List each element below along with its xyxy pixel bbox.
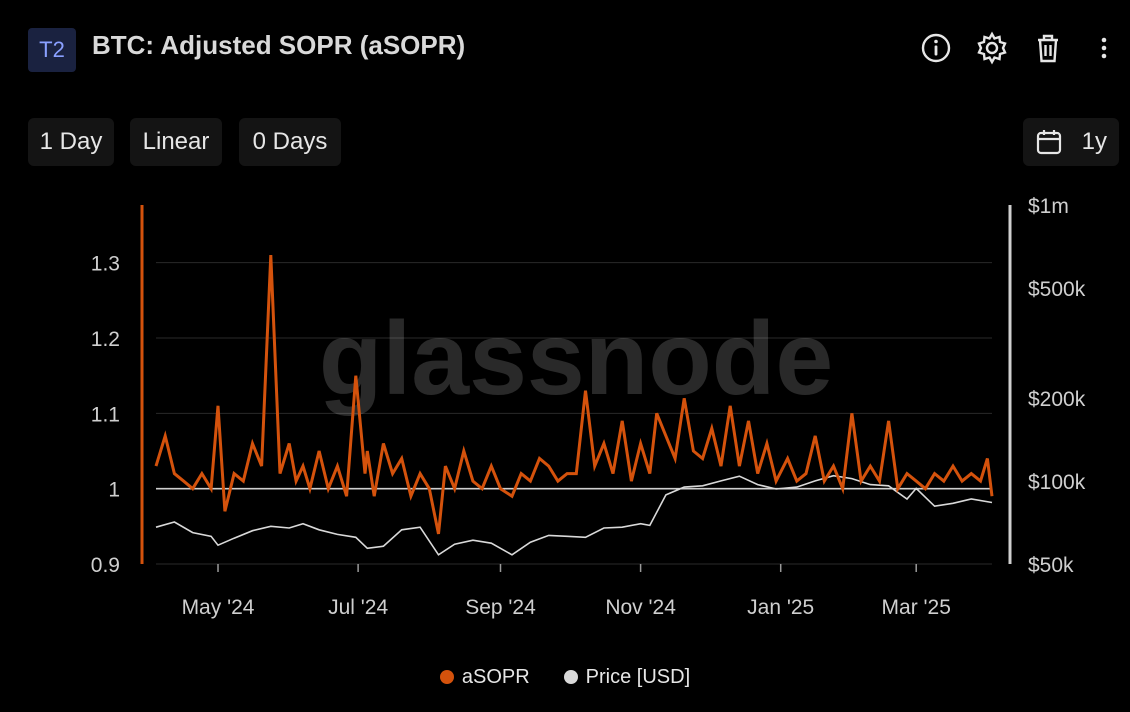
legend-label-price: Price [USD] (585, 665, 691, 688)
asopr-series-line (154, 255, 994, 535)
y-right-tick-label: $1m (1028, 195, 1069, 218)
y-right-tick-label: $100k (1028, 471, 1086, 494)
y-left-tick-label: 1.1 (91, 403, 120, 426)
moving-average-button[interactable]: 0 Days (239, 118, 341, 166)
gear-icon[interactable] (974, 30, 1010, 66)
chart-legend: aSOPR Price [USD] (0, 662, 1130, 692)
y-left-tick-label: 0.9 (91, 554, 120, 577)
x-tick-label: Nov '24 (605, 596, 676, 619)
chart-controls: 1 Day Linear 0 Days 1y (0, 118, 1130, 166)
x-tick-label: May '24 (182, 596, 255, 619)
x-tick-label: Mar '25 (882, 596, 951, 619)
calendar-icon (1035, 128, 1063, 156)
chart-title: BTC: Adjusted SOPR (aSOPR) (92, 30, 466, 60)
more-vertical-icon[interactable] (1086, 30, 1122, 66)
y-right-tick-label: $200k (1028, 388, 1086, 411)
y-left-tick-label: 1.3 (91, 253, 120, 276)
x-tick-label: Jan '25 (747, 596, 814, 619)
chart-area: glassnode 0.9 1 1.1 1.2 1.3 $50k $100k $200k $5… (91, 195, 1086, 619)
legend-swatch-price (563, 670, 578, 684)
x-tick-label: Jul '24 (328, 596, 388, 619)
x-tick-label: Sep '24 (465, 596, 536, 619)
time-range-button[interactable]: 1y (1023, 118, 1119, 166)
time-range-label: 1y (1081, 128, 1107, 155)
y-left-tick-label: 1 (108, 479, 120, 502)
legend-label-asopr: aSOPR (461, 665, 530, 688)
scale-button[interactable]: Linear (130, 118, 222, 166)
y-right-tick-label: $500k (1028, 278, 1086, 301)
y-left-tick-label: 1.2 (91, 328, 120, 351)
tier-badge: T2 (28, 28, 76, 72)
legend-item-asopr[interactable]: aSOPR (439, 665, 530, 689)
trash-icon[interactable] (1030, 30, 1066, 66)
legend-swatch-asopr (439, 670, 454, 684)
info-icon[interactable] (918, 30, 954, 66)
resolution-button[interactable]: 1 Day (28, 118, 114, 166)
legend-item-price[interactable]: Price [USD] (563, 665, 691, 689)
y-right-tick-label: $50k (1028, 554, 1074, 577)
chart-header: T2 BTC: Adjusted SOPR (aSOPR) (0, 0, 1130, 100)
price-series-line (155, 474, 993, 556)
watermark: glassnode (319, 301, 833, 417)
